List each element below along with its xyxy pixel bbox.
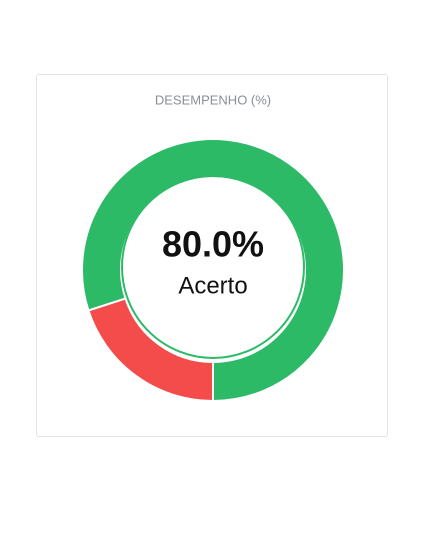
card bbox=[36, 74, 388, 437]
chart-title: DESEMPENHO (%) bbox=[155, 92, 271, 107]
donut-segment bbox=[87, 297, 214, 403]
center-label: Acerto bbox=[178, 272, 247, 299]
center-value: 80.0% bbox=[162, 224, 264, 265]
inner-ring bbox=[121, 175, 305, 359]
